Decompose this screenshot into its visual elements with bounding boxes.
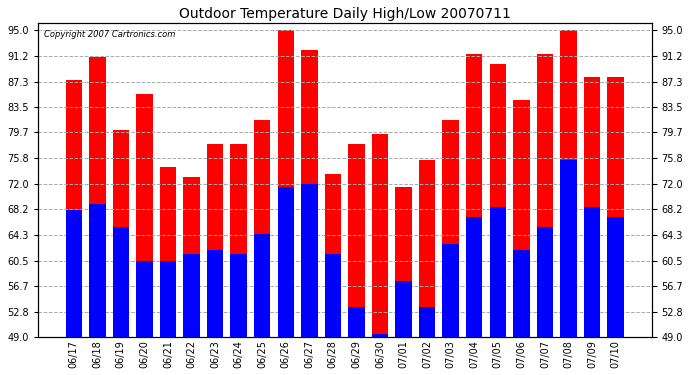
Bar [466, 54, 482, 337]
Bar [607, 77, 624, 337]
Bar [277, 30, 294, 337]
Bar [301, 184, 317, 337]
Bar [489, 63, 506, 337]
Bar [419, 160, 435, 337]
Bar [395, 187, 412, 337]
Bar [89, 204, 106, 337]
Bar [584, 207, 600, 337]
Bar [230, 254, 247, 337]
Bar [207, 144, 224, 337]
Bar [466, 217, 482, 337]
Bar [324, 174, 341, 337]
Bar [372, 334, 388, 337]
Bar [560, 160, 577, 337]
Bar [442, 244, 459, 337]
Bar [537, 227, 553, 337]
Bar [184, 254, 200, 337]
Bar [112, 227, 129, 337]
Bar [160, 261, 176, 337]
Bar [372, 134, 388, 337]
Bar [66, 210, 82, 337]
Bar [89, 57, 106, 337]
Bar [112, 130, 129, 337]
Bar [324, 254, 341, 337]
Bar [184, 177, 200, 337]
Bar [513, 100, 529, 337]
Bar [160, 167, 176, 337]
Bar [277, 187, 294, 337]
Bar [230, 144, 247, 337]
Bar [66, 80, 82, 337]
Bar [348, 307, 365, 337]
Bar [560, 30, 577, 337]
Bar [301, 50, 317, 337]
Bar [395, 280, 412, 337]
Title: Outdoor Temperature Daily High/Low 20070711: Outdoor Temperature Daily High/Low 20070… [179, 7, 511, 21]
Bar [136, 94, 152, 337]
Bar [489, 207, 506, 337]
Bar [537, 54, 553, 337]
Bar [136, 261, 152, 337]
Bar [442, 120, 459, 337]
Text: Copyright 2007 Cartronics.com: Copyright 2007 Cartronics.com [43, 30, 175, 39]
Bar [419, 307, 435, 337]
Bar [254, 120, 270, 337]
Bar [207, 251, 224, 337]
Bar [607, 217, 624, 337]
Bar [584, 77, 600, 337]
Bar [254, 234, 270, 337]
Bar [348, 144, 365, 337]
Bar [513, 251, 529, 337]
